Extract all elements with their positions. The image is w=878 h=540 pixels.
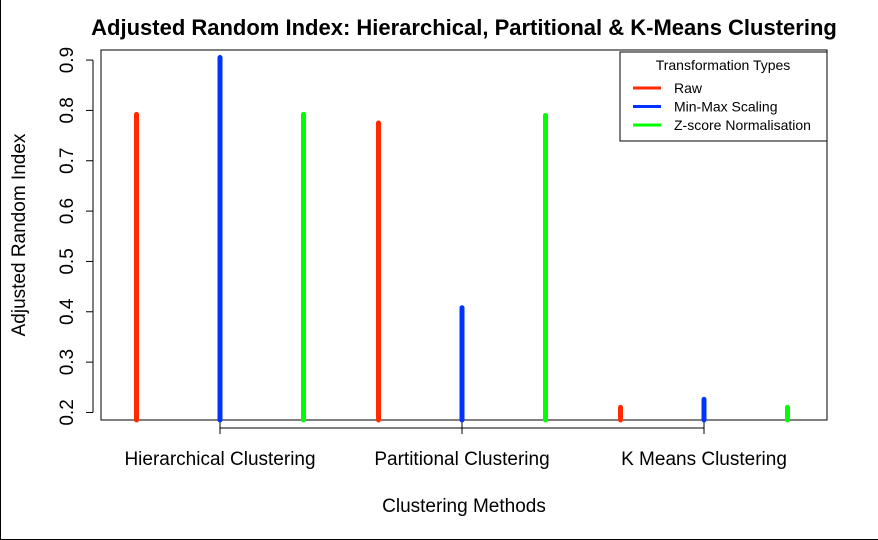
y-tick-label: 0.8 xyxy=(57,97,78,123)
legend-items: Raw Min-Max Scaling Z-score Normalisation xyxy=(633,80,811,133)
x-tick-label: K Means Clustering xyxy=(621,449,787,470)
x-axis-label: Clustering Methods xyxy=(382,496,546,517)
y-tick-label: 0.6 xyxy=(57,198,78,224)
legend-item-label: Raw xyxy=(674,80,703,96)
y-tick-label: 0.2 xyxy=(57,399,78,425)
y-tick-label: 0.5 xyxy=(57,248,78,274)
x-tick-label: Hierarchical Clustering xyxy=(124,449,315,470)
bar-series-group xyxy=(134,55,790,423)
y-axis-label: Adjusted Random Index xyxy=(9,133,30,336)
legend: Transformation Types Raw Min-Max Scaling Z… xyxy=(619,51,828,142)
legend-item-label: Z-score Normalisation xyxy=(674,117,811,133)
y-tick-label: 0.7 xyxy=(57,148,78,174)
legend-title: Transformation Types xyxy=(656,57,791,73)
y-axis: 0.2 0.3 0.4 0.5 0.6 0.7 0.8 0.9 xyxy=(57,47,94,426)
legend-item-label: Min-Max Scaling xyxy=(674,99,777,115)
x-tick-label: Partitional Clustering xyxy=(374,449,549,470)
y-tick-label: 0.3 xyxy=(57,349,78,375)
y-tick-label: 0.9 xyxy=(57,47,78,73)
y-tick-label: 0.4 xyxy=(57,298,78,325)
chart-title: Adjusted Random Index: Hierarchical, Par… xyxy=(91,15,837,40)
x-axis: Hierarchical Clustering Partitional Clust… xyxy=(124,420,787,470)
